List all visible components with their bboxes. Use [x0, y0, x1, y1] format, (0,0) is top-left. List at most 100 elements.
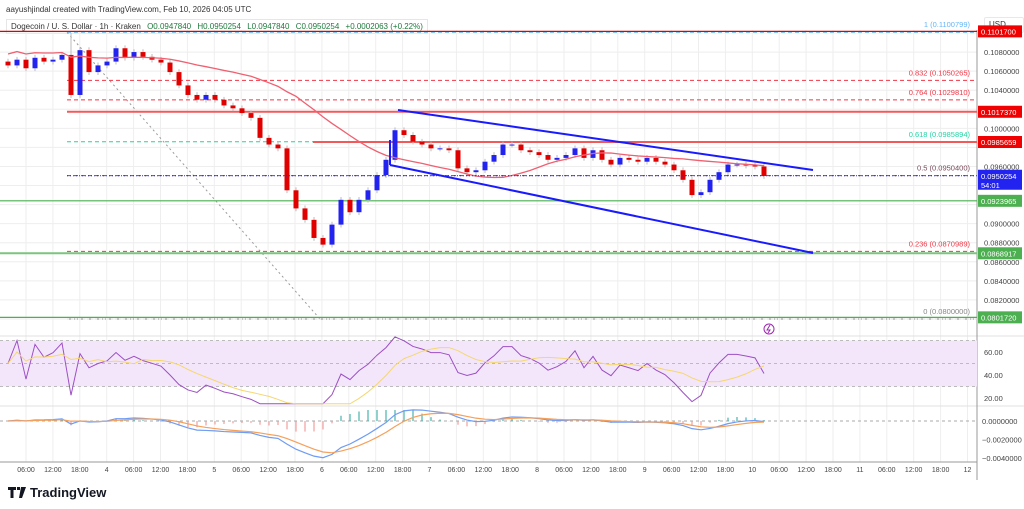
rsi-tick-label: 40.00 [984, 371, 1003, 380]
time-tick-label: 06:00 [555, 467, 573, 474]
price-tick-label: 0.0820000 [984, 296, 1019, 305]
candle-bearish [428, 144, 434, 149]
time-tick-label: 12:00 [905, 467, 923, 474]
candle-bearish [68, 54, 74, 95]
candle-bearish [185, 85, 191, 95]
time-tick-label: 06:00 [448, 467, 466, 474]
fib-level-label: 1 (0.1100799) [924, 20, 971, 29]
candle-bearish [518, 144, 524, 151]
time-tick-label: 18:00 [286, 467, 304, 474]
time-tick-label: 18:00 [932, 467, 950, 474]
time-tick-label: 18:00 [179, 467, 197, 474]
time-tick-label: 18:00 [501, 467, 519, 474]
candle-bullish [500, 144, 506, 156]
candle-bullish [95, 65, 101, 73]
time-tick-label: 18:00 [71, 467, 89, 474]
rsi-ma-line [7, 347, 765, 405]
time-tick-label: 06:00 [125, 467, 143, 474]
candle-bearish [275, 144, 281, 149]
price-label-text: 0.0801720 [981, 313, 1016, 322]
time-tick-label: 12:00 [475, 467, 493, 474]
candle-bearish [23, 59, 29, 69]
candle-bearish [266, 137, 272, 145]
fib-level-label: 0.618 (0.0985894) [909, 130, 971, 139]
candle-bearish [410, 135, 416, 142]
candle-bearish [599, 150, 605, 160]
price-tick-label: 0.1040000 [984, 86, 1019, 95]
candle-bullish [725, 164, 731, 173]
candle-bullish [473, 170, 479, 173]
time-tick-label: 12:00 [152, 467, 170, 474]
candle-bullish [374, 175, 380, 191]
price-chart[interactable]: 1 (0.1100799) 0.832 (0.1050265) 0.764 (0.1… [0, 0, 1024, 480]
price-label-badge [978, 247, 1022, 260]
candle-bullish [491, 155, 497, 162]
candle-bullish [572, 148, 578, 156]
candle-bullish [203, 94, 209, 100]
candle-bearish [536, 152, 542, 156]
time-tick-label: 12:00 [367, 467, 385, 474]
price-label-text: 0.0923965 [981, 197, 1016, 206]
candle-bearish [662, 161, 668, 165]
price-tick-label: 0.0900000 [984, 220, 1019, 229]
time-tick-label: 9 [643, 467, 647, 474]
price-label-text: 0.1017370 [981, 108, 1016, 117]
time-tick-label: 8 [535, 467, 539, 474]
candle-bearish [284, 148, 290, 191]
candle-bearish [419, 141, 425, 145]
time-tick-label: 7 [428, 467, 432, 474]
tradingview-logo-icon [8, 487, 26, 498]
candle-bearish [680, 170, 686, 180]
price-label-badge [978, 105, 1022, 118]
time-tick-label: 06:00 [878, 467, 896, 474]
symbol-title: Dogecoin / U. S. Dollar · 1h · Kraken [11, 22, 141, 31]
candle-bullish [383, 159, 389, 176]
candle-bullish [131, 52, 137, 58]
candle-bullish [482, 161, 488, 171]
candle-bearish [239, 108, 245, 114]
fib-level-label: 0 (0.0800000) [923, 307, 970, 316]
time-tick-label: 18:00 [609, 467, 627, 474]
candle-bearish [41, 57, 47, 62]
price-label-text: 0.1101700 [981, 27, 1016, 36]
macd-tick-label: −0.0020000 [982, 436, 1022, 445]
lightning-icon-glyph [766, 324, 771, 334]
fib-level-label: 0.764 (0.1029810) [909, 88, 971, 97]
candle-bullish [707, 179, 713, 193]
price-label-badge [978, 25, 1022, 38]
current-price-text: 0.0950254 [981, 172, 1016, 181]
candle-bearish [311, 219, 317, 238]
candle-bearish [140, 52, 146, 57]
candle-bullish [113, 48, 119, 62]
candle-bearish [671, 164, 677, 171]
candle-bearish [293, 190, 299, 209]
candle-bearish [167, 62, 173, 73]
close-value: C0.0950254 [295, 22, 340, 31]
signal-line [7, 412, 765, 454]
tradingview-logo[interactable]: TradingView [8, 485, 106, 500]
lightning-icon[interactable] [763, 323, 775, 335]
price-tick-label: 0.0860000 [984, 258, 1019, 267]
candle-bearish [176, 72, 182, 86]
open-value: O0.0947840 [147, 22, 192, 31]
candle-bearish [401, 130, 407, 136]
time-tick-label: 12:00 [797, 467, 815, 474]
time-tick-label: 10 [748, 467, 756, 474]
price-tick-label: 0.0960000 [984, 162, 1019, 171]
candle-bearish [122, 48, 128, 58]
fib-level-label: 0.5 (0.0950400) [917, 164, 970, 173]
candle-bullish [14, 59, 20, 66]
time-tick-label: 06:00 [663, 467, 681, 474]
rsi-tick-label: 60.00 [984, 348, 1003, 357]
price-label-badge [978, 136, 1022, 149]
candle-bullish [59, 54, 65, 60]
candle-bearish [752, 165, 758, 167]
channel-lower-line [389, 164, 814, 254]
candle-bullish [77, 50, 83, 95]
price-label-text: 0.0868917 [981, 249, 1016, 258]
candle-bearish [608, 159, 614, 165]
fib-level-label: 0.236 (0.0870989) [909, 239, 971, 248]
time-tick-label: 11 [856, 467, 863, 474]
current-price-badge [978, 169, 1022, 190]
price-tick-label: 0.1080000 [984, 48, 1019, 57]
